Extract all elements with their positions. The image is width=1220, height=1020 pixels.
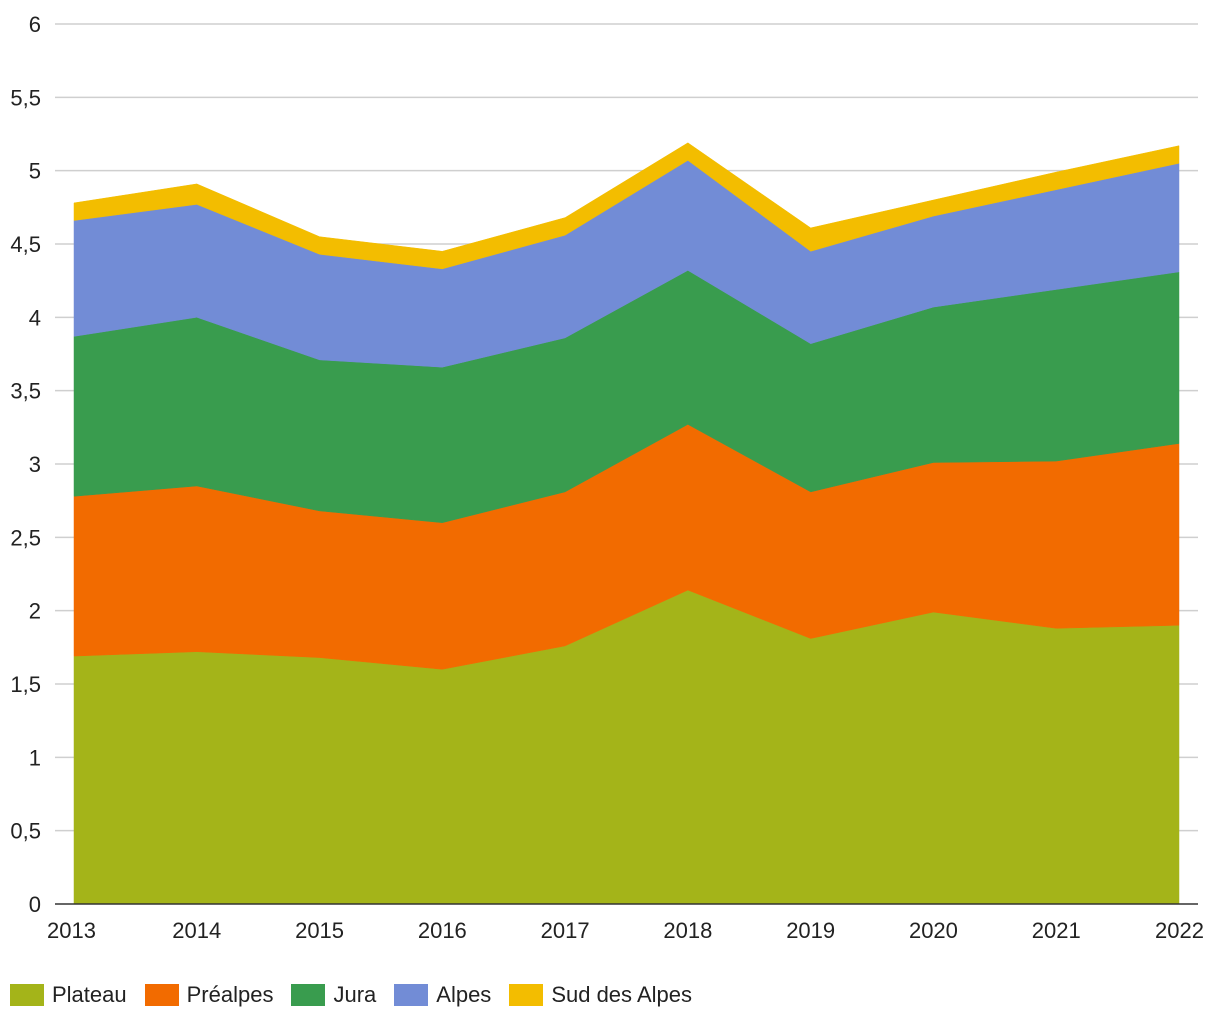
y-tick-label: 2,5: [10, 525, 41, 550]
y-tick-label: 2: [29, 599, 41, 624]
y-tick-label: 3,5: [10, 379, 41, 404]
y-tick-label: 5: [29, 159, 41, 184]
x-tick-label: 2013: [47, 918, 96, 943]
x-tick-label: 2021: [1032, 918, 1081, 943]
x-tick-label: 2016: [418, 918, 467, 943]
y-tick-label: 4: [29, 305, 41, 330]
legend-swatch: [509, 984, 544, 1006]
legend-item: Alpes: [394, 982, 491, 1008]
legend-label: Plateau: [52, 982, 127, 1007]
legend-item: Plateau: [10, 982, 127, 1008]
legend-label: Alpes: [436, 982, 492, 1007]
stacked-area-chart: 0 0,5 1 1,5 2 2,5 3 3,5 4 4,5 5 5,5 6 2013 2014 2015 201…: [10, 12, 1204, 943]
legend-item: Préalpes: [144, 982, 274, 1008]
x-tick-label: 2020: [909, 918, 958, 943]
x-tick-label: 2014: [172, 918, 221, 943]
legend-label: Jura: [333, 982, 377, 1007]
y-tick-label: 0: [29, 892, 41, 917]
legend-item: Sud des Alpes: [509, 982, 692, 1008]
axes: 0 0,5 1 1,5 2 2,5 3 3,5 4 4,5 5 5,5 6 2013 2014 2015 201…: [10, 12, 1204, 943]
y-tick-label: 1,5: [10, 672, 41, 697]
y-tick-label: 1: [29, 745, 41, 770]
legend-label: Sud des Alpes: [551, 982, 692, 1007]
areas: [73, 142, 1180, 905]
x-tick-label: 2015: [295, 918, 344, 943]
x-tick-label: 2022: [1155, 918, 1204, 943]
x-tick-label: 2019: [786, 918, 835, 943]
legend-label: Préalpes: [186, 982, 274, 1007]
y-tick-label: 5,5: [10, 85, 41, 110]
legend: Plateau Préalpes Jura Alpes Sud des Alpes: [10, 982, 710, 1008]
area-sud-des-alpes: [73, 142, 1180, 270]
legend-item: Jura: [291, 982, 376, 1008]
y-tick-label: 6: [29, 12, 41, 37]
y-tick-label: 0,5: [10, 819, 41, 844]
legend-swatch: [394, 984, 429, 1006]
x-tick-label: 2017: [541, 918, 590, 943]
y-tick-label: 4,5: [10, 232, 41, 257]
x-tick-label: 2018: [663, 918, 712, 943]
legend-swatch: [144, 984, 179, 1006]
legend-swatch: [291, 984, 326, 1006]
y-tick-label: 3: [29, 452, 41, 477]
legend-swatch: [10, 984, 44, 1006]
